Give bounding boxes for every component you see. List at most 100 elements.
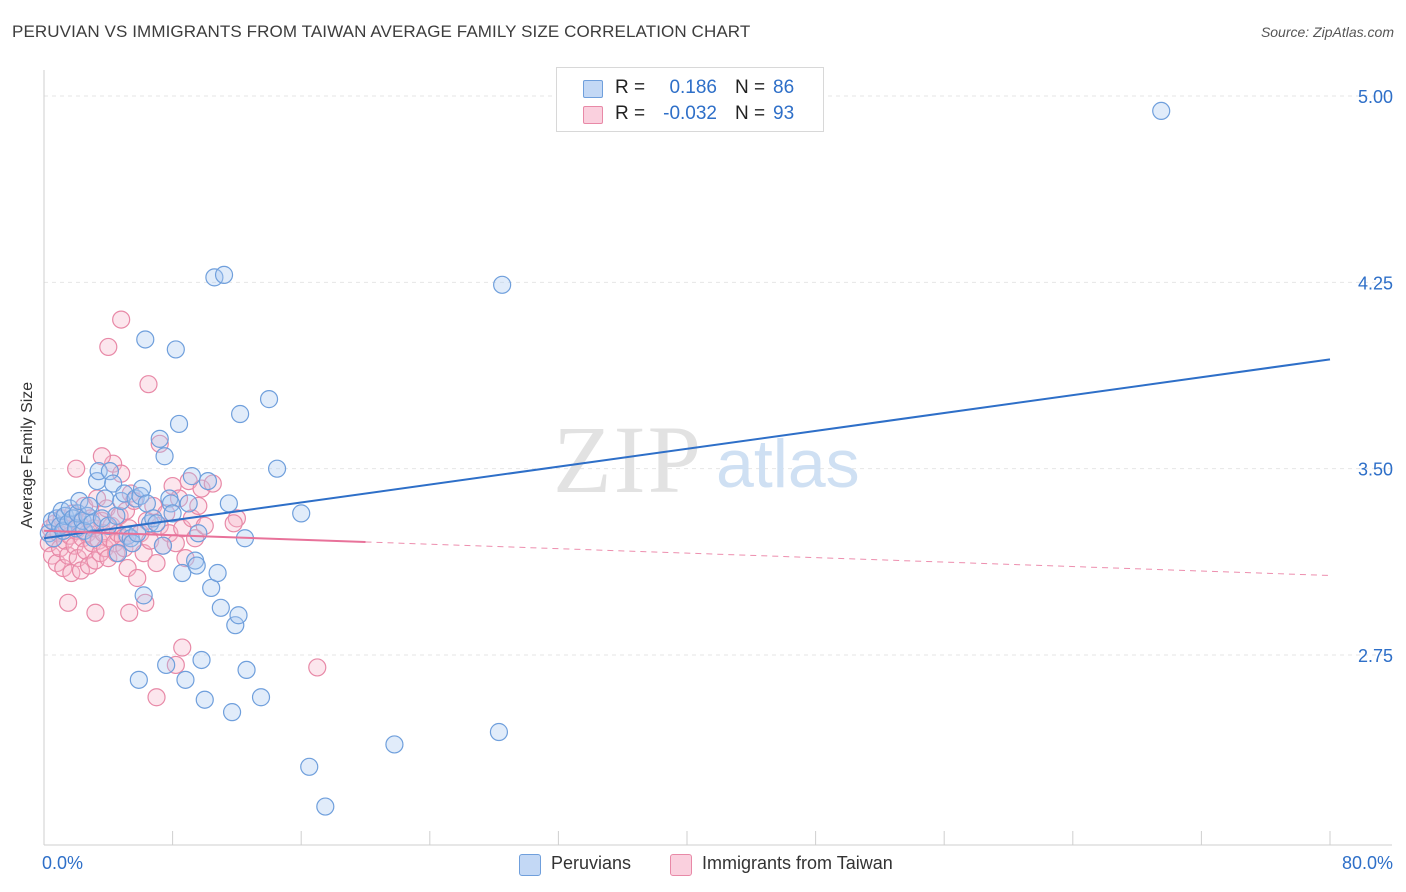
peruvian-point	[92, 509, 111, 528]
peruvian-point	[84, 529, 103, 548]
peruvian-point	[208, 563, 227, 583]
peruvian-point	[136, 330, 155, 349]
taiwan-point	[112, 310, 131, 329]
taiwan-trend-line-dashed	[365, 541, 1331, 576]
taiwan-point	[147, 553, 166, 573]
peruvian-point	[222, 703, 242, 722]
legend-swatch-pink	[583, 106, 603, 124]
legend-n-value: 86	[773, 77, 795, 98]
peruvian-point	[316, 797, 335, 816]
taiwan-point	[120, 603, 139, 622]
peruvian-point	[153, 536, 173, 555]
taiwan-point	[227, 509, 246, 528]
tick-labels: 2.75 3.50 4.25 5.00 0.0% 80.0%	[42, 87, 1393, 873]
legend-r-label: R =	[615, 77, 646, 98]
peruvian-points	[39, 101, 1171, 816]
y-tick-label: 2.75	[1358, 646, 1393, 666]
peruvian-point	[489, 722, 509, 742]
legend-r-value: 0.186	[669, 77, 717, 98]
bottom-legend-label: Peruvians	[551, 853, 632, 873]
taiwan-point	[139, 375, 158, 394]
peruvian-point	[173, 563, 192, 583]
peruvian-point	[195, 690, 214, 709]
taiwan-point	[136, 593, 155, 612]
bottom-legend-peruvians: Peruvians	[519, 852, 659, 876]
peruvian-point	[259, 390, 279, 409]
peruvian-point	[493, 275, 512, 294]
peruvian-point	[187, 556, 206, 575]
peruvian-point	[237, 660, 256, 680]
taiwan-point	[203, 474, 222, 493]
peruvian-point	[134, 586, 153, 605]
bottom-legend-taiwan: Immigrants from Taiwan	[670, 852, 930, 876]
legend-row-taiwan: R = -0.032 N = 93	[557, 101, 823, 127]
taiwan-point	[308, 658, 327, 677]
legend-row-peruvians: R = 0.186 N = 86	[557, 75, 823, 101]
x-tick-label-max: 80.0%	[1342, 853, 1393, 873]
taiwan-point	[59, 593, 78, 612]
peruvian-point	[131, 486, 150, 506]
peruvian-point	[179, 494, 198, 513]
peruvian-point	[189, 524, 208, 543]
taiwan-point	[67, 459, 86, 478]
taiwan-point	[118, 558, 137, 578]
taiwan-point	[192, 479, 211, 498]
x-tick-label-min: 0.0%	[42, 853, 83, 873]
taiwan-point	[147, 688, 166, 707]
peruvian-point	[226, 616, 245, 635]
peruvian-point	[231, 404, 250, 424]
bottom-legend-swatch-pink	[670, 854, 692, 876]
peruvian-point	[108, 544, 128, 563]
trend-lines	[43, 358, 1331, 576]
taiwan-point	[224, 514, 243, 533]
peruvian-point	[176, 670, 195, 689]
peruvian-point	[157, 655, 176, 675]
bottom-legend-label: Immigrants from Taiwan	[702, 853, 893, 873]
peruvian-point	[70, 491, 89, 511]
legend-n-label: N =	[735, 77, 766, 98]
peruvian-point	[198, 471, 218, 491]
peruvian-point	[182, 467, 201, 486]
peruvian-point	[229, 606, 248, 625]
taiwan-point	[173, 638, 192, 657]
peruvian-point	[292, 504, 311, 523]
peruvian-point	[192, 650, 211, 670]
watermark-zip: ZIP	[553, 406, 703, 513]
legend-r-label: R =	[615, 103, 646, 124]
watermark-atlas: atlas	[716, 426, 860, 502]
taiwan-point	[86, 603, 105, 622]
correlation-legend: R = 0.186 N = 86 R = -0.032 N = 93	[556, 67, 824, 132]
peruvian-point	[385, 735, 404, 754]
source-label: Source: ZipAtlas.com	[1260, 24, 1394, 40]
peruvian-point	[155, 447, 174, 466]
taiwan-point	[128, 568, 147, 588]
axes	[43, 70, 1392, 846]
taiwan-trend-line-solid	[43, 529, 366, 543]
peruvian-point	[163, 504, 182, 523]
peruvian-point	[150, 429, 169, 448]
chart-title: PERUVIAN VS IMMIGRANTS FROM TAIWAN AVERA…	[12, 22, 751, 41]
peruvian-point	[214, 265, 234, 284]
peruvian-point	[1152, 101, 1171, 121]
y-tick-label: 4.25	[1358, 273, 1393, 293]
bottom-legend-swatch-blue	[519, 854, 541, 876]
peruvian-point	[251, 688, 271, 707]
peruvian-point	[79, 496, 99, 516]
peruvian-point	[95, 489, 115, 508]
peruvian-trend-line	[43, 358, 1331, 540]
legend-n-value: 93	[773, 103, 795, 124]
taiwan-point	[166, 655, 185, 675]
taiwan-point	[92, 447, 111, 466]
peruvian-point	[169, 414, 189, 434]
legend-r-value: -0.032	[663, 103, 717, 124]
peruvian-point	[166, 340, 185, 359]
peruvian-point	[211, 598, 230, 617]
peruvian-point	[129, 670, 148, 689]
taiwan-point	[195, 516, 214, 535]
peruvian-point	[219, 494, 238, 513]
taiwan-point	[186, 529, 205, 548]
peruvian-point	[126, 489, 145, 508]
legend-n-label: N =	[735, 103, 766, 124]
y-tick-label: 3.50	[1358, 460, 1393, 480]
